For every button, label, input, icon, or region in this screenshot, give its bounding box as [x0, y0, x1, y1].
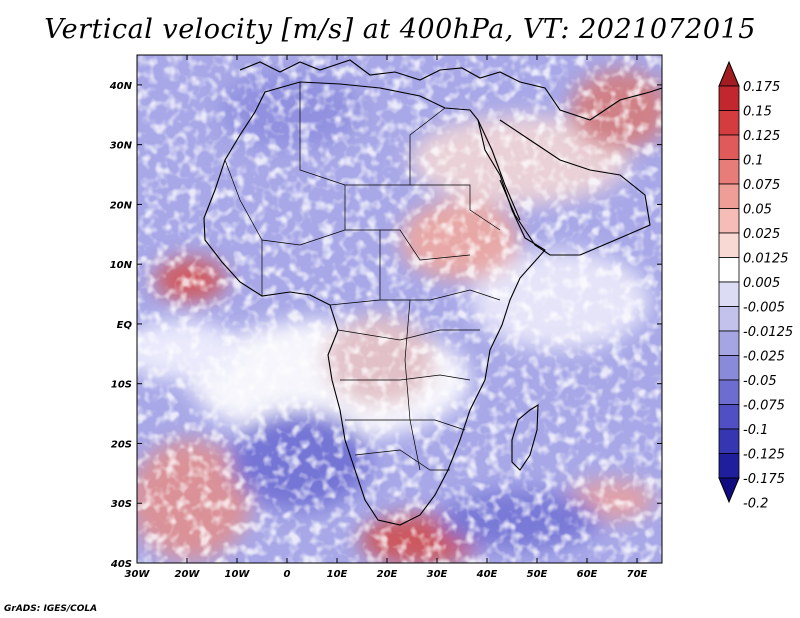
lat-tick-label: 10N — [110, 260, 133, 271]
colorbar-swatch — [718, 355, 740, 381]
colorbar-label: -0.125 — [743, 448, 785, 463]
lat-tick-label: 10S — [111, 380, 132, 391]
lon-tick-label: 60E — [577, 569, 598, 580]
colorbar-label: 0.005 — [743, 276, 780, 291]
colorbar-swatch — [718, 208, 740, 234]
colorbar: 0.175 0.15 0.125 0.1 0.075 0.05 0.025 0.0125 0.0… — [718, 60, 793, 512]
colorbar-label: 0.15 — [743, 105, 772, 120]
country-borders — [224, 82, 501, 471]
map-title: Vertical velocity [m/s] at 400hPa, VT: 2… — [44, 14, 756, 45]
latitude-axis: 40N 30N 20N 10N EQ 10S 20S 30S 40S — [109, 81, 662, 570]
colorbar-swatch — [718, 159, 740, 185]
colorbar-swatch — [718, 379, 740, 405]
colorbar-swatch — [718, 85, 740, 111]
lat-tick-label: 30N — [110, 141, 133, 152]
velocity-field — [137, 55, 662, 563]
colorbar-swatch — [718, 281, 740, 307]
colorbar-swatch — [718, 183, 740, 209]
colorbar-label: 0.025 — [743, 227, 780, 242]
colorbar-swatch — [718, 110, 740, 136]
colorbar-swatch — [718, 428, 740, 454]
colorbar-bottom-arrow — [718, 477, 740, 504]
colorbar-label: -0.0125 — [743, 325, 793, 340]
colorbar-swatch — [718, 404, 740, 430]
colorbar-label: -0.2 — [743, 497, 768, 512]
colorbar-label: 0.175 — [743, 80, 780, 95]
colorbar-swatch — [718, 453, 740, 479]
lat-tick-label: 40N — [109, 81, 133, 92]
lat-tick-label: EQ — [117, 320, 133, 331]
lat-tick-label: 30S — [111, 499, 132, 510]
colorbar-swatch — [718, 257, 740, 283]
colorbar-label: 0.0125 — [743, 252, 789, 267]
colorbar-swatch — [718, 330, 740, 356]
colorbar-label: 0.05 — [743, 203, 772, 218]
colorbar-label: -0.175 — [743, 472, 785, 487]
lon-tick-label: 40E — [476, 569, 498, 580]
longitude-axis: 30W 20W 10W 0 10E 20E 30E 40E 50E 60E 70E — [125, 55, 648, 580]
lon-tick-label: 30E — [427, 569, 448, 580]
lon-tick-label: 30W — [125, 569, 151, 580]
lon-tick-label: 20E — [377, 569, 398, 580]
colorbar-label: -0.05 — [743, 374, 777, 389]
software-credit: GrADS: IGES/COLA — [4, 604, 98, 614]
plot-frame — [136, 54, 663, 564]
colorbar-label: -0.075 — [743, 399, 785, 414]
colorbar-label: -0.1 — [743, 423, 768, 438]
lat-tick-label: 20N — [110, 200, 133, 211]
arabia-coastline — [499, 119, 651, 256]
africa-coastline — [203, 81, 546, 526]
colorbar-label: 0.125 — [743, 129, 780, 144]
lon-tick-label: 0 — [284, 569, 291, 580]
lat-tick-label: 40S — [110, 559, 132, 570]
colorbar-swatch — [718, 232, 740, 258]
colorbar-swatch — [718, 306, 740, 332]
madagascar-coastline — [511, 403, 539, 471]
coastlines — [203, 59, 662, 526]
colorbar-top-arrow — [718, 60, 740, 87]
lat-tick-label: 20S — [111, 439, 132, 450]
red-sea — [477, 119, 521, 221]
colorbar-label: 0.075 — [743, 178, 780, 193]
colorbar-label: -0.005 — [743, 301, 785, 316]
lon-tick-label: 70E — [627, 569, 648, 580]
colorbar-label: 0.1 — [743, 154, 764, 169]
lon-tick-label: 10E — [327, 569, 348, 580]
europe-coastline — [239, 59, 662, 121]
colorbar-label: -0.025 — [743, 350, 785, 365]
lon-tick-label: 20W — [175, 569, 201, 580]
lon-tick-label: 10W — [225, 569, 251, 580]
colorbar-swatch — [718, 134, 740, 160]
lon-tick-label: 50E — [527, 569, 548, 580]
